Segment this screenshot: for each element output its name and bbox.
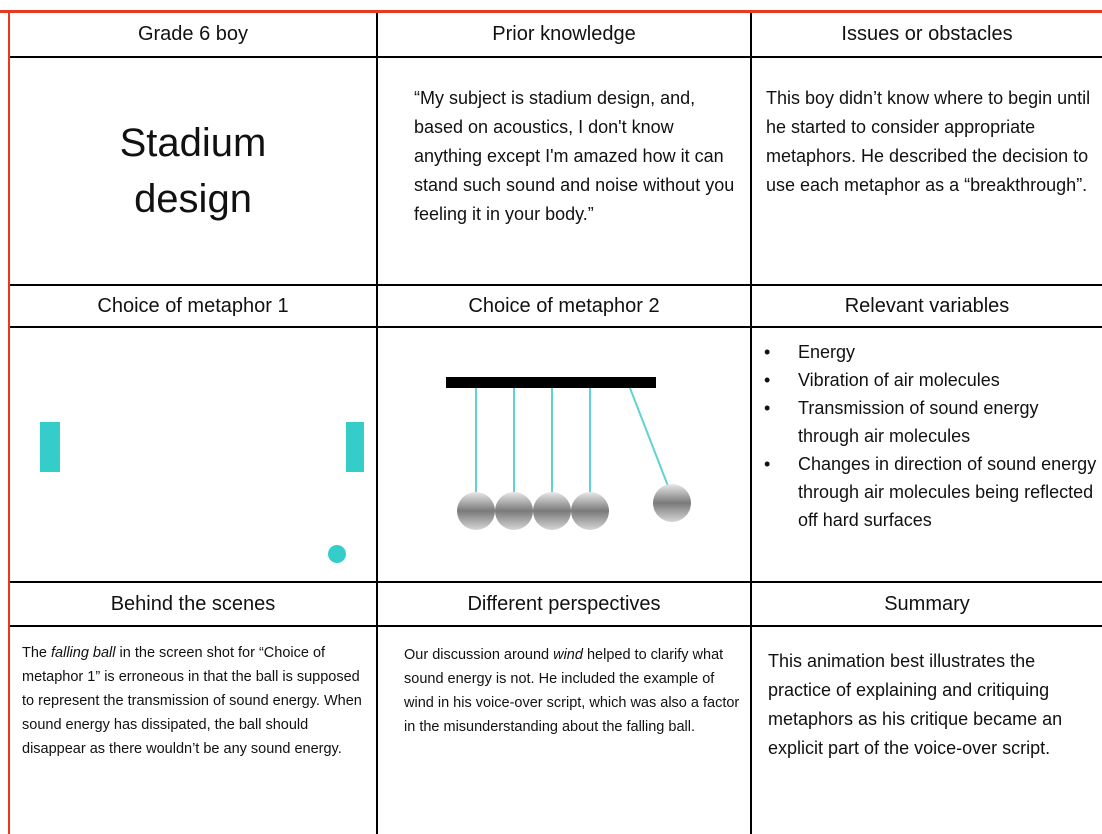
text: Our discussion around wind helped to cla… — [378, 627, 752, 834]
text: The falling ball in the screen shot for … — [10, 627, 378, 834]
table: Grade 6 boy Prior knowledge Issues or ob… — [10, 13, 1102, 834]
variable-item: Vibration of air molecules — [764, 366, 1098, 394]
text-run: Our discussion around — [404, 647, 554, 663]
variable-list: EnergyVibration of air moleculesTransmis… — [752, 328, 1102, 534]
header: Relevant variables — [752, 286, 1102, 328]
paddle — [346, 422, 364, 472]
header: Different perspectives — [378, 583, 752, 627]
header: Choice of metaphor 1 — [10, 286, 378, 328]
header: Choice of metaphor 2 — [378, 286, 752, 328]
header: Grade 6 boy — [10, 13, 378, 58]
ball — [328, 545, 346, 563]
text: This animation best illustrates the prac… — [768, 651, 1063, 758]
text: This boy didn’t know where to begin unti… — [752, 58, 1102, 286]
pong-drawing — [40, 422, 364, 563]
cradle-drawing — [446, 377, 691, 530]
left-border — [8, 10, 10, 834]
header: Summary — [752, 583, 1102, 627]
strings — [475, 387, 669, 494]
quote: “My subject is stadium design, and, base… — [378, 58, 752, 286]
text-run: in the screen shot for “Choice of metaph… — [22, 645, 362, 757]
topic: Stadium design — [10, 58, 378, 286]
header: Prior knowledge — [378, 13, 752, 58]
header: Behind the scenes — [10, 583, 378, 627]
pong-image — [10, 328, 378, 583]
italic-text: falling ball — [51, 645, 116, 661]
header: Issues or obstacles — [752, 13, 1102, 58]
variable-item: Changes in direction of sound energy thr… — [764, 450, 1098, 534]
text-run: The — [22, 645, 52, 661]
bar — [446, 377, 656, 388]
balls — [457, 484, 691, 530]
variables: EnergyVibration of air moleculesTransmis… — [752, 328, 1102, 583]
italic-text: wind — [553, 647, 583, 663]
cradle-image — [378, 328, 752, 583]
variable-item: Energy — [764, 338, 1098, 366]
paddle — [40, 422, 60, 472]
top-border — [0, 10, 1102, 13]
variable-item: Transmission of sound energy through air… — [764, 394, 1098, 450]
text-run: helped to clarify what sound energy is n… — [404, 647, 740, 735]
